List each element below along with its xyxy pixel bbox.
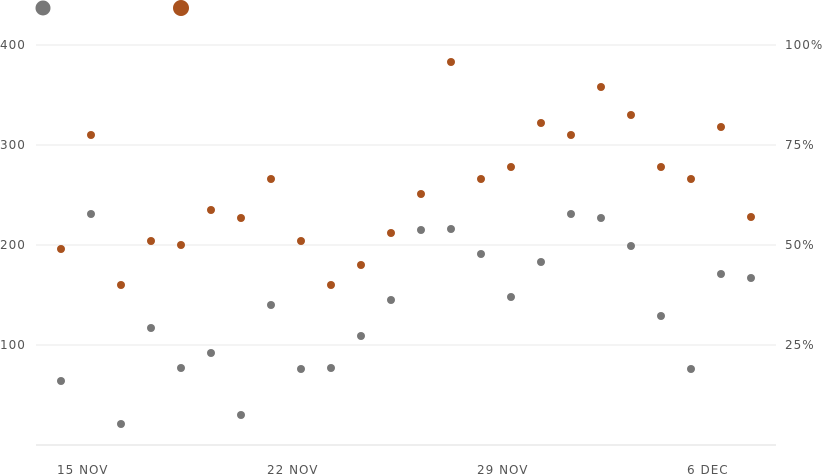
data-point	[117, 281, 125, 289]
data-point	[597, 214, 605, 222]
x-axis-ticks: 15 NOV 22 NOV 29 NOV 6 DEC	[57, 463, 729, 475]
x-tick-label: 15 NOV	[57, 463, 109, 475]
data-points	[57, 58, 755, 428]
right-axis-ticks: 25% 50% 75% 100%	[785, 38, 822, 352]
data-point	[597, 83, 605, 91]
left-tick-label: 100	[0, 338, 26, 352]
data-point	[267, 301, 275, 309]
data-point	[147, 324, 155, 332]
grid	[36, 44, 776, 446]
left-tick-label: 300	[0, 138, 26, 152]
right-tick-label: 100%	[785, 38, 822, 52]
data-point	[117, 420, 125, 428]
data-point	[657, 312, 665, 320]
data-point	[477, 250, 485, 258]
data-point	[717, 270, 725, 278]
data-point	[567, 131, 575, 139]
data-point	[447, 58, 455, 66]
data-point	[177, 241, 185, 249]
data-point	[207, 349, 215, 357]
left-tick-label: 200	[0, 238, 26, 252]
data-point	[477, 175, 485, 183]
data-point	[147, 237, 155, 245]
data-point	[87, 210, 95, 218]
data-point	[687, 365, 695, 373]
data-point	[747, 213, 755, 221]
data-point	[507, 163, 515, 171]
x-tick-label: 22 NOV	[267, 463, 319, 475]
right-tick-label: 75%	[785, 138, 815, 152]
left-axis-ticks: 100 200 300 400	[0, 38, 26, 352]
data-point	[267, 175, 275, 183]
data-point	[747, 274, 755, 282]
data-point	[537, 258, 545, 266]
data-point	[717, 123, 725, 131]
legend	[35, 0, 189, 16]
legend-marker	[173, 0, 189, 16]
data-point	[687, 175, 695, 183]
data-point	[447, 225, 455, 233]
data-point	[207, 206, 215, 214]
data-point	[237, 214, 245, 222]
right-tick-label: 50%	[785, 238, 815, 252]
left-tick-label: 400	[0, 38, 26, 52]
data-point	[297, 365, 305, 373]
data-point	[657, 163, 665, 171]
data-point	[627, 111, 635, 119]
data-point	[327, 281, 335, 289]
data-point	[387, 296, 395, 304]
x-tick-label: 29 NOV	[477, 463, 529, 475]
data-point	[507, 293, 515, 301]
data-point	[57, 377, 65, 385]
data-point	[417, 226, 425, 234]
data-point	[237, 411, 245, 419]
data-point	[387, 229, 395, 237]
data-point	[567, 210, 575, 218]
right-tick-label: 25%	[785, 338, 815, 352]
data-point	[87, 131, 95, 139]
data-point	[537, 119, 545, 127]
data-point	[357, 261, 365, 269]
data-point	[627, 242, 635, 250]
x-tick-label: 6 DEC	[687, 463, 729, 475]
data-point	[357, 332, 365, 340]
data-point	[57, 245, 65, 253]
data-point	[417, 190, 425, 198]
legend-marker	[35, 0, 51, 16]
data-point	[177, 364, 185, 372]
data-point	[297, 237, 305, 245]
data-point	[327, 364, 335, 372]
